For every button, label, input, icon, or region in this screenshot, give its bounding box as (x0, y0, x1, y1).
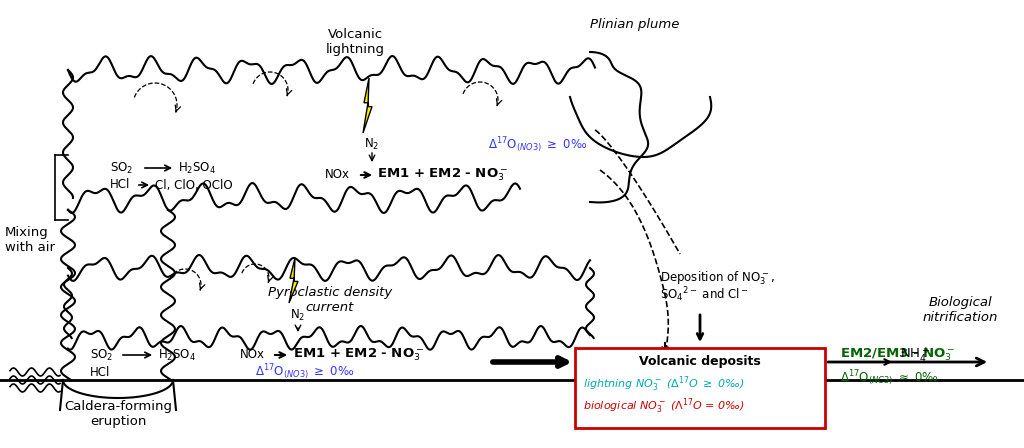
Text: NOx: NOx (325, 168, 350, 181)
Polygon shape (289, 258, 298, 303)
Text: Cl, ClO, OClO: Cl, ClO, OClO (155, 178, 232, 191)
Text: Caldera-forming
eruption: Caldera-forming eruption (63, 400, 172, 428)
Polygon shape (362, 78, 372, 133)
Text: HCl: HCl (90, 366, 111, 379)
Text: $\Delta^{17}$O$_{(NO3)}$ $\geq$ 0‰: $\Delta^{17}$O$_{(NO3)}$ $\geq$ 0‰ (488, 135, 588, 155)
Text: SO$_4$$^{2-}$ and Cl$^-$: SO$_4$$^{2-}$ and Cl$^-$ (660, 286, 749, 304)
Text: N$_2$: N$_2$ (291, 307, 306, 323)
Text: Volcanic
lightning: Volcanic lightning (326, 28, 384, 56)
Text: $\Delta^{17}$O$_{(NO3)}$ $\geq$ 0‰: $\Delta^{17}$O$_{(NO3)}$ $\geq$ 0‰ (255, 362, 354, 382)
Text: biological NO$_3^-$ ($\Lambda^{17}$O = 0‰): biological NO$_3^-$ ($\Lambda^{17}$O = 0… (583, 396, 744, 416)
Text: NOx: NOx (240, 349, 265, 362)
Text: EM1 + EM2 - NO$_3^-$: EM1 + EM2 - NO$_3^-$ (293, 347, 424, 363)
Text: H$_2$SO$_4$: H$_2$SO$_4$ (178, 160, 216, 176)
Text: HCl: HCl (110, 178, 130, 191)
Text: lightning NO$_3^-$ ($\Delta^{17}$O $\geq$ 0‰): lightning NO$_3^-$ ($\Delta^{17}$O $\geq… (583, 374, 745, 394)
Bar (575, 348, 825, 428)
Text: $\Delta^{17}$O$_{(NC3)}$ $\approx$ 0‰: $\Delta^{17}$O$_{(NC3)}$ $\approx$ 0‰ (840, 368, 939, 388)
Text: Mixing
with air: Mixing with air (5, 226, 55, 254)
Text: EM1 + EM2 - NO$_3^-$: EM1 + EM2 - NO$_3^-$ (377, 167, 508, 183)
Text: SO$_2$: SO$_2$ (90, 348, 114, 362)
Text: Deposition of NO$_3^-$,: Deposition of NO$_3^-$, (660, 269, 775, 287)
Text: EM2/EM3 - NO$_3^-$: EM2/EM3 - NO$_3^-$ (840, 347, 955, 363)
Text: NH$_4^+$: NH$_4^+$ (900, 345, 930, 364)
Text: N$_2$: N$_2$ (365, 137, 380, 152)
Text: Pyroclastic density
current: Pyroclastic density current (268, 286, 392, 314)
Text: Volcanic deposits: Volcanic deposits (639, 356, 761, 369)
Text: Plinian plume: Plinian plume (590, 18, 679, 31)
Text: Biological
nitrification: Biological nitrification (923, 296, 997, 324)
Text: H$_2$SO$_4$: H$_2$SO$_4$ (158, 348, 197, 362)
Text: SO$_2$: SO$_2$ (110, 160, 133, 176)
